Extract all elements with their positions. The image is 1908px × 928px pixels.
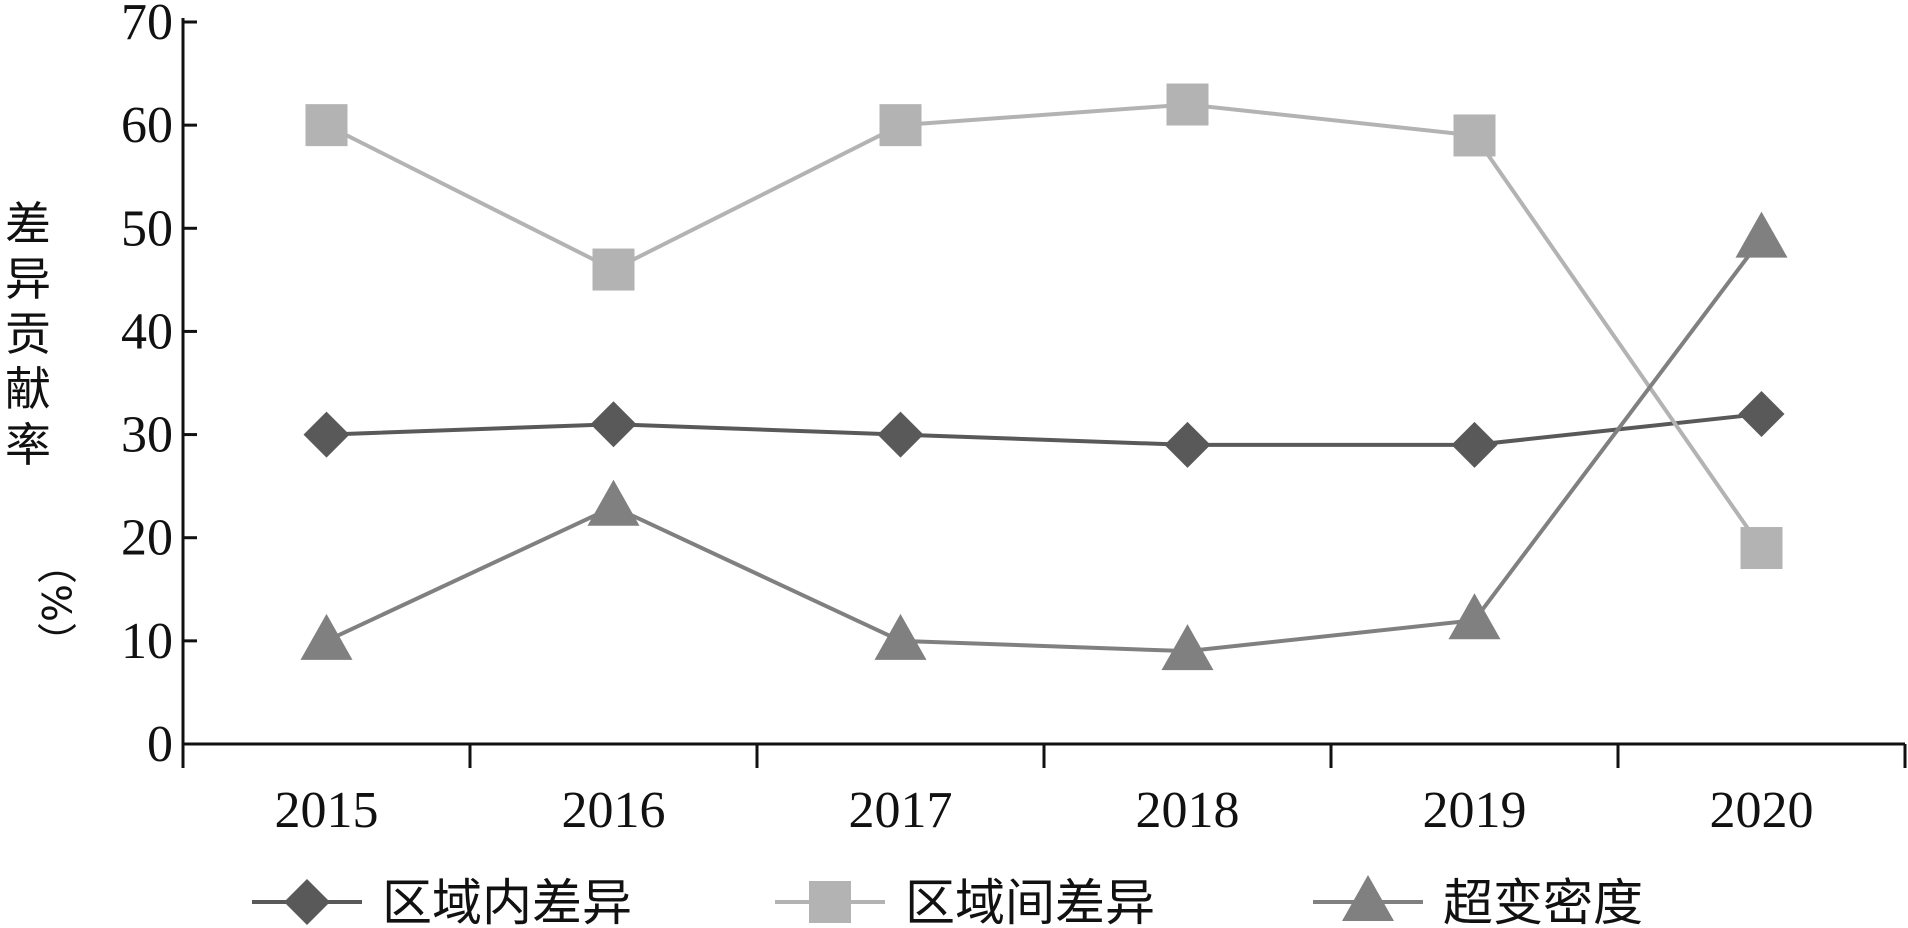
legend-label-2: 超变密度 <box>1443 874 1643 928</box>
legend-label-1: 区域间差异 <box>905 874 1155 928</box>
x-tick-label: 2019 <box>1423 782 1527 839</box>
y-axis-label-char: 贡 <box>5 307 51 361</box>
x-axis-ticks: 2015 2016 2017 2018 2019 2020 <box>181 744 1907 839</box>
series-1-point <box>592 248 635 291</box>
series-0-point <box>590 401 637 448</box>
y-axis-label-char: 异 <box>5 252 51 306</box>
series-2-point <box>1735 211 1788 258</box>
y-tick-label: 10 <box>121 613 173 670</box>
series-0-point <box>1451 421 1498 468</box>
legend-marker-1 <box>809 881 851 923</box>
series-layer <box>300 83 1788 671</box>
series-0-point <box>303 411 350 458</box>
series-1-point <box>879 104 922 147</box>
series-0-point <box>877 411 924 458</box>
x-tick-label: 2018 <box>1136 782 1240 839</box>
y-axis-label-char: 差 <box>5 197 51 251</box>
y-tick-label: 30 <box>121 407 173 464</box>
y-tick-label: 0 <box>147 716 173 773</box>
legend-marker-2 <box>1342 875 1394 921</box>
series-2-point <box>1161 624 1214 671</box>
y-tick-label: 20 <box>121 510 173 567</box>
x-tick-label: 2016 <box>562 782 666 839</box>
series-2-point <box>300 613 353 660</box>
y-tick-label: 40 <box>121 303 173 360</box>
series-1-point <box>1740 527 1783 570</box>
y-axis-ticks: 0 10 20 30 40 50 60 70 <box>121 0 197 773</box>
y-tick-label: 60 <box>121 97 173 154</box>
y-axis-label-char: 献 <box>5 362 51 416</box>
series-0-point <box>1164 421 1211 468</box>
legend-label-0: 区域内差异 <box>382 874 632 928</box>
series-0-point <box>1738 390 1785 437</box>
series-line-2 <box>325 237 1764 654</box>
x-tick-label: 2017 <box>849 782 953 839</box>
series-1-point <box>1166 83 1209 126</box>
x-tick-label: 2020 <box>1710 782 1814 839</box>
y-axis-label-unit: （%） <box>32 544 78 662</box>
y-tick-label: 70 <box>121 0 173 51</box>
legend-marker-0 <box>284 879 330 925</box>
series-line-1 <box>325 102 1764 550</box>
y-tick-label: 50 <box>121 200 173 257</box>
series-1-point <box>305 104 348 147</box>
series-2-point <box>874 613 927 660</box>
series-2-point <box>587 479 640 526</box>
y-axis-label-char: 率 <box>5 418 51 472</box>
legend: 区域内差异 区域间差异 超变密度 <box>252 874 1643 928</box>
series-line-0 <box>326 411 1762 447</box>
series-2-point <box>1448 593 1501 640</box>
x-tick-label: 2015 <box>275 782 379 839</box>
series-1-point <box>1453 114 1496 157</box>
